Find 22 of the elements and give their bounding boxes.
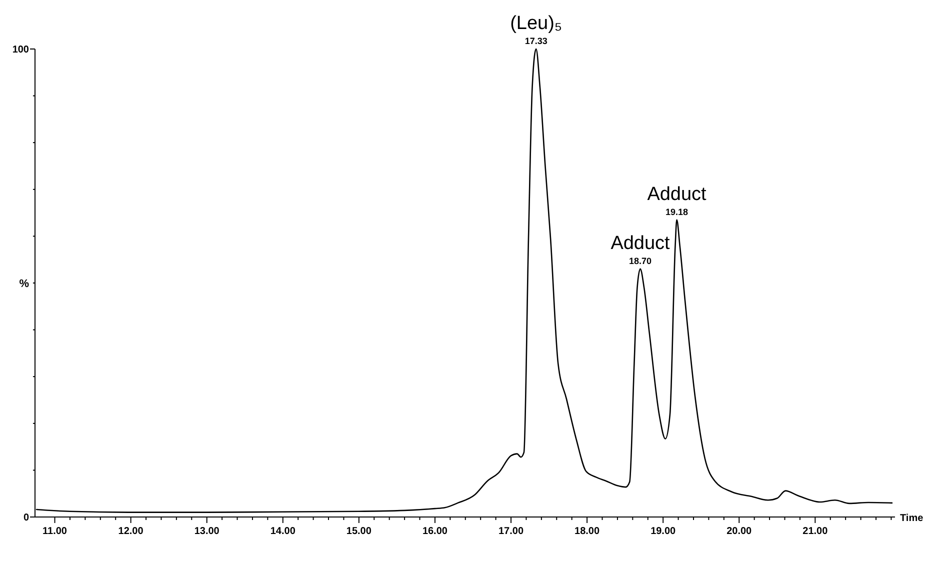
x-axis-title: Time: [900, 513, 924, 524]
x-tick-label: 21.00: [802, 526, 828, 537]
y-tick-label: 0: [23, 512, 30, 524]
annotation: 17.33: [524, 36, 548, 46]
line-series: [36, 48, 893, 513]
y-tick-label: 100: [12, 44, 30, 56]
annotation: Adduct: [610, 232, 671, 254]
annotation: 18.70: [629, 256, 652, 266]
x-tick-label: 19.00: [650, 526, 676, 537]
x-tick-label: 12.00: [118, 526, 144, 537]
x-tick-label: 11.00: [42, 526, 68, 537]
annotation: Adduct: [647, 184, 708, 205]
x-tick-label: 14.00: [270, 526, 296, 537]
annotation: (Leu)₅: [510, 13, 562, 34]
annotation: 19.18: [666, 206, 688, 217]
x-tick-label: 13.00: [194, 526, 220, 537]
x-tick-label: 17.00: [498, 526, 524, 537]
x-tick-label: 18.00: [574, 526, 600, 537]
y-axis-title: %: [19, 278, 30, 290]
x-tick-label: 20.00: [726, 526, 752, 537]
x-tick-label: 15.00: [346, 526, 372, 537]
x-tick-label: 16.00: [422, 526, 448, 537]
